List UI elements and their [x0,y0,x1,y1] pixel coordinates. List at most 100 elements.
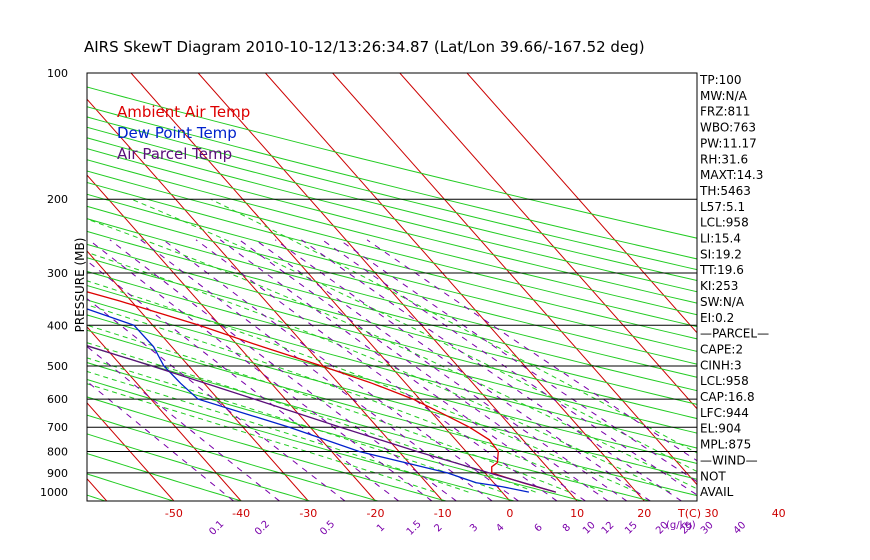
isotherm-line [197,73,578,501]
mixing-ratio-line [255,239,628,501]
legend-entry: Ambient Air Temp [117,103,250,121]
bottom-temp-tick-label: -10 [434,507,452,520]
pressure-tick-label: 800 [47,446,68,459]
plot-frame [86,72,698,502]
isotherm-line [87,326,242,501]
mixing-ratio-line [87,297,346,501]
bottom-temp-tick-label: -20 [367,507,385,520]
dry-adiabat-line [87,257,697,420]
index-entry: LCL:958 [700,216,749,230]
mixing-ratio-label: 0.2 [253,519,272,538]
dry-adiabat-line [87,270,697,434]
index-entry: TT:19.6 [699,263,744,277]
dry-adiabat-line [87,396,447,501]
index-entry: EL:904 [700,422,741,436]
bottom-temp-tick-label: 40 [772,507,786,520]
dry-adiabat-line [87,137,697,293]
index-entry: LI:15.4 [700,232,741,246]
mixing-ratio-label: 40 [732,520,749,537]
dry-adiabat-line [87,494,106,501]
index-entry: CAP:16.8 [700,390,755,404]
dry-adiabat-line [87,243,697,405]
isotherm-line [0,73,40,501]
series-line [87,308,530,493]
mixing-ratio-line [339,239,697,483]
series-line [87,345,556,493]
mixing-ratio-line [321,239,697,496]
index-entry: FRZ:811 [700,105,750,119]
dry-adiabat-line [87,284,697,449]
profiles-layer [87,291,556,493]
legend-entry: Dew Point Temp [117,124,237,142]
mixing-ratio-label: 6 [533,522,545,534]
grid-layer [0,73,697,501]
mixing-ratio-line [301,239,682,501]
mixing-ratio-label: 4 [494,522,506,534]
index-entry: LFC:944 [700,406,749,420]
pressure-tick-label: 300 [47,267,68,280]
pressure-tick-label: 500 [47,360,68,373]
isotherm-line [87,250,309,501]
mixing-ratio-label: 2 [432,522,444,534]
bottom-temp-tick-label: 10 [570,507,584,520]
moist-adiabat-line [87,383,435,493]
dry-adiabat-line [87,106,697,260]
index-entry: CAPE:2 [700,342,743,356]
mixing-ratio-line [366,239,697,462]
bottom-temp-tick-label: 30 [705,507,719,520]
mixing-ratio-label: 10 [581,520,598,537]
mixing-ratio-label: 3 [468,522,480,534]
bottom-temp-tick-label: 20 [637,507,651,520]
pressure-tick-label: 900 [47,467,68,480]
moist-adiabat-line [87,218,697,490]
bottom-temp-tick-label: -50 [165,507,183,520]
dry-adiabat-line [87,159,697,316]
dry-adiabat-line [87,299,697,464]
index-entry: WBO:763 [700,121,756,135]
legend: Ambient Air Temp Dew Point Temp Air Parcel… [117,103,250,163]
dry-adiabat-line [0,73,37,501]
mixing-ratio-label: 15 [623,520,640,537]
isotherm-line [87,402,175,501]
dry-adiabat-line [87,205,697,365]
dry-adiabat-line [87,362,583,501]
dry-adiabat-line [87,345,651,501]
pressure-tick-label: 200 [47,193,68,206]
chart-title: AIRS SkewT Diagram 2010-10-12/13:26:34.8… [84,38,645,56]
dry-adiabat-line [87,170,697,328]
mixing-ratio-line [195,239,558,501]
index-entry: TH:5463 [699,184,751,198]
dry-adiabat-line [87,116,697,271]
mixing-ratio-label: 30 [699,520,716,537]
dry-adiabat-line [87,126,697,282]
mixing-ratio-label: 1 [375,522,387,534]
isotherm-line [265,73,645,501]
index-entry: NOT [700,469,726,483]
dry-adiabat-line [87,218,697,378]
index-entry: MAXT:14.3 [700,168,763,182]
mixing-ratio-unit-label: (g/kg) [666,520,696,531]
index-entry: AVAIL [700,485,734,499]
moist-adiabat-line [131,198,697,473]
bottom-temp-tick-label: -30 [299,507,317,520]
series-line [87,291,556,493]
dry-adiabat-line [87,378,515,501]
mixing-ratio-line [88,239,433,501]
pressure-tick-label: 400 [47,319,68,332]
dry-adiabat-line [87,453,242,501]
dry-adiabat-line [87,329,697,497]
dry-adiabat-line [87,433,310,501]
isotherm-line [399,73,697,410]
pressure-tick-label: 600 [47,393,68,406]
dry-adiabat-line [87,181,697,340]
mixing-ratio-line [219,239,586,501]
index-entry: MPL:875 [700,438,751,452]
y-axis-label: PRESSURE (MB) [73,238,87,333]
index-entry: SI:19.2 [700,247,742,261]
dry-adiabat-line [87,148,697,304]
index-entry: RH:31.6 [700,152,748,166]
index-entry: MW:N/A [700,89,748,103]
mixing-ratio-label: 0.1 [207,519,226,538]
